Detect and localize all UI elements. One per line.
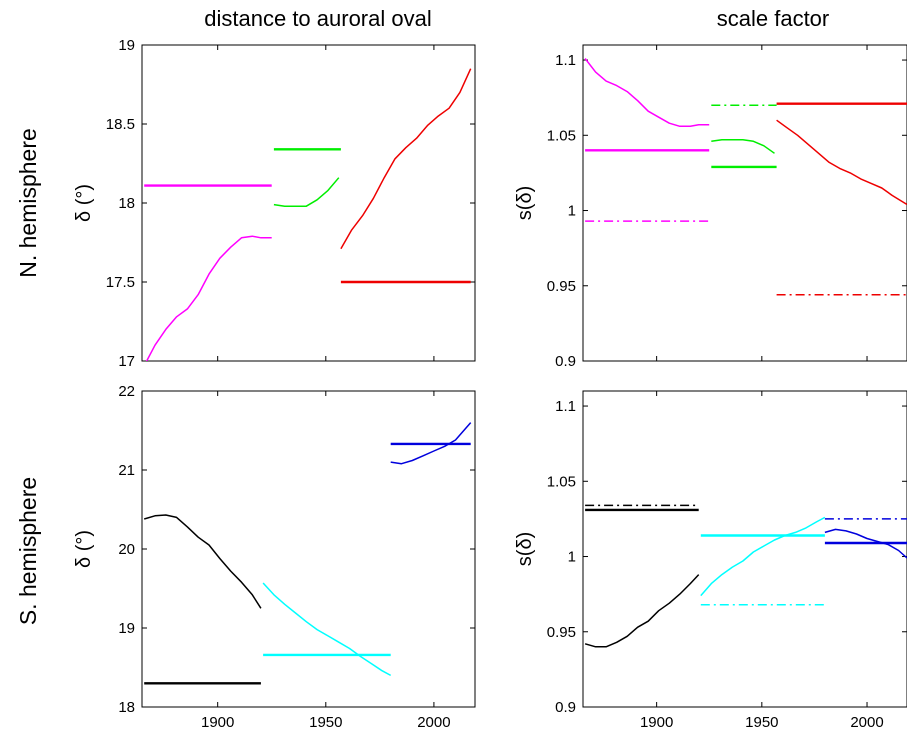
y-axis-label: s(δ) xyxy=(514,186,536,220)
series-curve xyxy=(776,119,907,206)
series-group xyxy=(584,504,907,648)
series-curve xyxy=(145,235,272,361)
series-curve xyxy=(262,582,392,677)
series-group xyxy=(144,68,472,361)
series-curve xyxy=(824,528,907,559)
y-tick-label: 0.95 xyxy=(547,278,576,295)
panel-n-scale: 0.9 0.95 1 1.05 1.1 s(δ) xyxy=(514,44,907,370)
x-tick-label: 1900 xyxy=(201,714,234,731)
series-curve xyxy=(273,177,340,207)
series-group xyxy=(143,422,472,685)
row-label-north: N. hemisphere xyxy=(15,128,41,278)
y-tick-label: 18 xyxy=(118,699,135,716)
y-tick-label: 1.05 xyxy=(547,473,576,490)
y-axis-label: δ (°) xyxy=(73,184,95,222)
y-tick-label: 17 xyxy=(118,353,135,370)
series-curve xyxy=(143,514,262,609)
y-tick-label: 18.5 xyxy=(106,116,135,133)
y-tick-label: 22 xyxy=(118,383,135,400)
y-tick-label: 1.05 xyxy=(547,127,576,144)
y-tick-label: 19 xyxy=(118,37,135,54)
y-tick-label: 1 xyxy=(568,549,576,566)
series-curve xyxy=(711,139,775,154)
panel-s-distance: 18 19 20 21 22 1900 1950 2000 δ (°) xyxy=(73,383,476,731)
x-tick-label: 2000 xyxy=(417,714,450,731)
y-tick-label: 0.9 xyxy=(555,353,576,370)
y-tick-label: 0.95 xyxy=(547,624,576,641)
row-label-south: S. hemisphere xyxy=(15,477,41,625)
panel-n-distance: 17 17.5 18 18.5 19 δ (°) xyxy=(73,37,476,370)
y-tick-label: 1 xyxy=(568,203,576,220)
y-axis-label: δ (°) xyxy=(73,530,95,568)
x-tick-label: 2000 xyxy=(850,714,883,731)
column-title-left: distance to auroral oval xyxy=(204,6,431,31)
y-tick-label: 17.5 xyxy=(106,274,135,291)
x-tick-label: 1950 xyxy=(745,714,778,731)
plot-frame xyxy=(141,390,476,708)
y-tick-label: 20 xyxy=(118,541,135,558)
y-tick-label: 1.1 xyxy=(555,398,576,415)
y-tick-label: 21 xyxy=(118,462,135,479)
series-curve xyxy=(700,516,826,597)
plot-frame xyxy=(582,44,907,362)
y-tick-label: 18 xyxy=(118,195,135,212)
y-axis-label: s(δ) xyxy=(514,532,536,566)
y-tick-label: 19 xyxy=(118,620,135,637)
y-tick-label: 0.9 xyxy=(555,699,576,716)
panels: 17 17.5 18 18.5 19 δ (°) 0.9 0.95 1 1.05 1.1 s(δ) 18… xyxy=(73,37,907,731)
series-curve xyxy=(390,422,472,465)
series-curve xyxy=(340,68,472,250)
panel-s-scale: 0.9 0.95 1 1.05 1.1 1900 1950 2000 s(δ) xyxy=(514,390,907,731)
series-curve xyxy=(584,574,700,648)
plot-frame xyxy=(141,44,476,362)
series-curve xyxy=(584,58,710,128)
x-tick-label: 1900 xyxy=(640,714,673,731)
series-group xyxy=(584,58,907,296)
column-title-right: scale factor xyxy=(717,6,830,31)
plot-frame xyxy=(582,390,907,708)
x-tick-label: 1950 xyxy=(309,714,342,731)
y-tick-label: 1.1 xyxy=(555,52,576,69)
